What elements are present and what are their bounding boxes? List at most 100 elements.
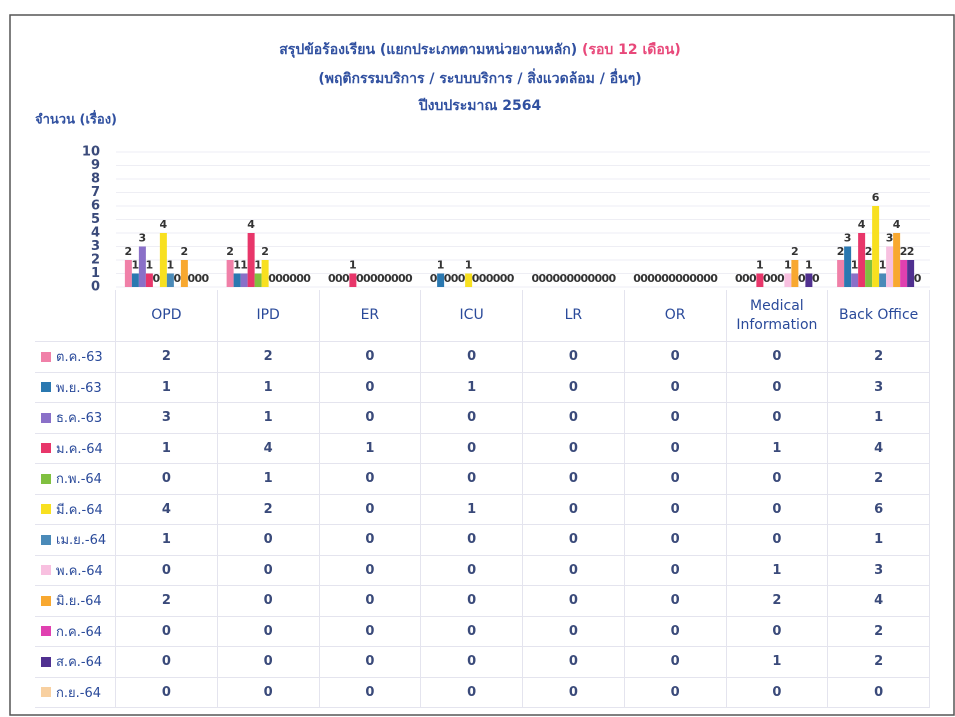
table-cell: 0 xyxy=(523,677,625,708)
data-label: 1 xyxy=(240,259,248,272)
data-label: 2 xyxy=(907,245,915,258)
data-label: 0 xyxy=(661,272,669,285)
data-label: 0 xyxy=(749,272,757,285)
data-label: 0 xyxy=(458,272,466,285)
table-cell: 0 xyxy=(319,677,422,708)
data-label: 3 xyxy=(139,232,147,245)
data-label: 1 xyxy=(233,259,241,272)
table-cell: 0 xyxy=(421,555,523,586)
table-cell: 2 xyxy=(217,494,320,525)
data-label: 0 xyxy=(275,272,283,285)
table-cell: 0 xyxy=(421,616,523,647)
legend-entry: ม.ค.-64 xyxy=(35,433,116,464)
y-tick-label: 10 xyxy=(82,145,100,160)
data-label: 2 xyxy=(865,245,873,258)
legend-label: ก.ย.-64 xyxy=(56,685,101,701)
bar xyxy=(784,273,792,287)
legend-entry: ก.พ.-64 xyxy=(35,464,116,495)
table-cell: 0 xyxy=(523,433,625,464)
bar xyxy=(900,260,908,287)
legend-label: มิ.ย.-64 xyxy=(56,594,102,610)
bar xyxy=(247,233,255,287)
data-label: 0 xyxy=(735,272,743,285)
table-cell: 0 xyxy=(421,525,523,556)
data-label: 1 xyxy=(132,259,140,272)
data-label: 0 xyxy=(444,272,452,285)
table-cell: 0 xyxy=(523,494,625,525)
data-label: 0 xyxy=(546,272,554,285)
data-label: 0 xyxy=(268,272,276,285)
table-cell: 1 xyxy=(726,555,829,586)
table-cell: 0 xyxy=(217,555,320,586)
data-label: 0 xyxy=(682,272,690,285)
table-cell: 1 xyxy=(726,433,829,464)
table-cell: 0 xyxy=(523,464,625,495)
data-label: 0 xyxy=(296,272,304,285)
bar xyxy=(907,260,915,287)
bar xyxy=(858,233,866,287)
data-label: 1 xyxy=(756,259,764,272)
data-label: 0 xyxy=(588,272,596,285)
table-cell: 0 xyxy=(624,525,727,556)
bar xyxy=(756,273,764,287)
data-label: 0 xyxy=(532,272,540,285)
bar xyxy=(349,273,357,287)
legend-swatch xyxy=(41,626,51,637)
data-label: 0 xyxy=(553,272,561,285)
data-label: 1 xyxy=(254,259,262,272)
table-cell: 0 xyxy=(319,403,422,434)
bar xyxy=(865,260,873,287)
legend-label: ธ.ค.-63 xyxy=(56,411,103,427)
table-cell: 0 xyxy=(523,586,625,617)
legend-entry: พ.ย.-63 xyxy=(35,372,116,403)
table-cell: 3 xyxy=(828,372,930,403)
bar xyxy=(261,260,269,287)
data-label: 0 xyxy=(595,272,603,285)
subtitle: (พฤติกรรมบริการ / ระบบบริการ / สิ่งแวดล้… xyxy=(318,68,641,87)
table-cell: 0 xyxy=(726,372,829,403)
table-cell: 0 xyxy=(523,403,625,434)
data-label: 0 xyxy=(451,272,459,285)
table-cell: 2 xyxy=(828,616,930,647)
table-cell: 0 xyxy=(624,616,727,647)
legend-label: ก.ค.-64 xyxy=(56,624,103,640)
legend-label: ก.พ.-64 xyxy=(56,472,102,488)
table-corner xyxy=(35,290,116,342)
table-cell: 0 xyxy=(726,403,829,434)
legend-swatch xyxy=(41,504,51,515)
table-cell: 0 xyxy=(828,677,930,708)
bar xyxy=(851,273,859,287)
bar xyxy=(886,246,894,287)
y-axis-label: จำนวน (เรื่อง) xyxy=(35,110,117,128)
data-label: 0 xyxy=(303,272,311,285)
category-label: ER xyxy=(319,290,422,342)
table-cell: 0 xyxy=(217,677,320,708)
data-label: 0 xyxy=(798,272,806,285)
y-tick-label: 2 xyxy=(91,253,100,268)
table-cell: 4 xyxy=(217,433,320,464)
data-label: 0 xyxy=(188,272,196,285)
legend-entry: มี.ค.-64 xyxy=(35,494,116,525)
table-cell: 0 xyxy=(624,464,727,495)
data-label: 0 xyxy=(363,272,371,285)
y-tick-label: 9 xyxy=(91,158,100,173)
data-label: 0 xyxy=(696,272,704,285)
data-label: 1 xyxy=(465,259,473,272)
table-cell: 0 xyxy=(116,616,218,647)
data-label: 4 xyxy=(893,218,901,231)
chart-title: สรุปข้อร้องเรียน (แยกประเภทตามหน่วยงานหล… xyxy=(279,42,681,58)
table-cell: 0 xyxy=(624,677,727,708)
y-tick-label: 6 xyxy=(91,199,100,214)
bar xyxy=(872,206,880,287)
data-label: 0 xyxy=(391,272,399,285)
bar xyxy=(254,273,262,287)
bar xyxy=(226,260,234,287)
table-cell: 0 xyxy=(523,525,625,556)
data-label: 0 xyxy=(174,272,182,285)
data-label: 0 xyxy=(430,272,438,285)
table-cell: 0 xyxy=(217,647,320,678)
legend-swatch xyxy=(41,382,51,393)
data-label: 0 xyxy=(770,272,778,285)
bar xyxy=(879,273,887,287)
